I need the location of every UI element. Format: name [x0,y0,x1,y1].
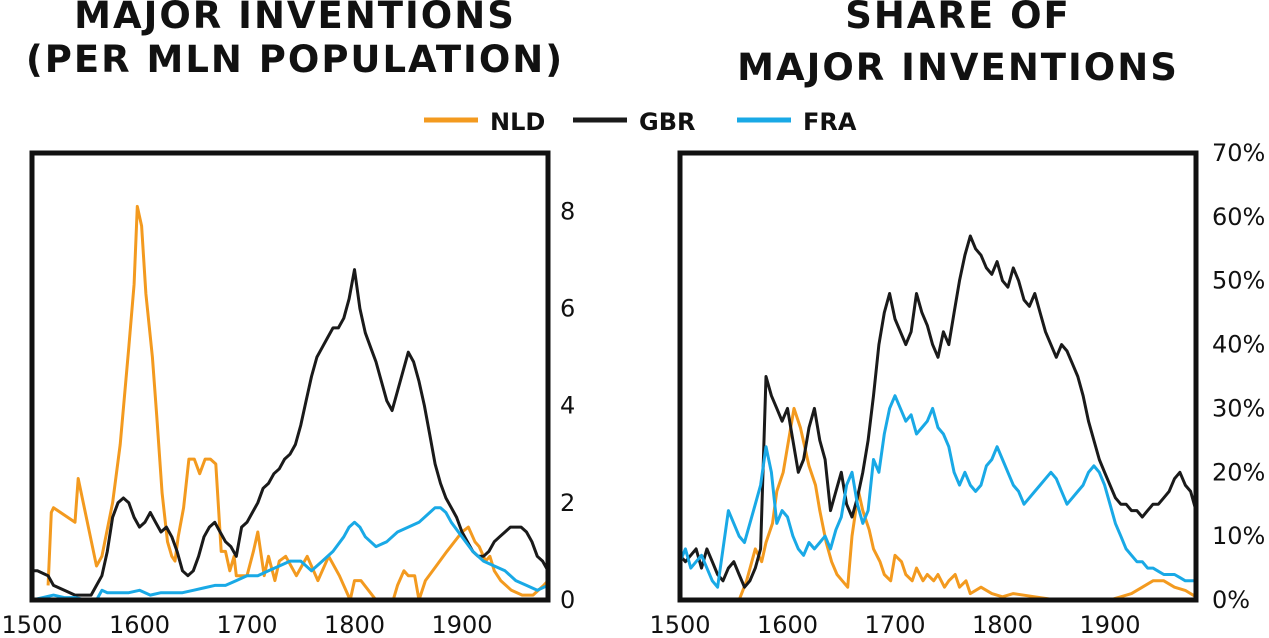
right-x-tick-label: 1500 [649,611,710,638]
right-x-tick-label: 1800 [972,611,1033,638]
legend-label-nld: NLD [490,108,545,136]
right-series-line-nld [737,406,1196,600]
left-series-line-nld [46,204,548,600]
left-chart: 1500 1600 1700 1800 1900 0 2 4 6 8 [1,150,575,638]
right-x-tick-label: 1900 [1079,611,1140,638]
left-y-tick-label: 0 [560,586,575,614]
right-chart-title-line-1: SHARE OF [845,0,1071,37]
right-series-line-gbr [680,234,1196,589]
right-plot-frame [677,150,1199,603]
right-y-tick-label: 70% [1212,139,1265,167]
right-y-tick-label: 20% [1212,458,1265,486]
left-y-tick-label: 2 [560,489,575,517]
left-x-tick-label: 1700 [216,611,277,638]
left-chart-title-line-2: (PER MLN POPULATION) [26,38,564,81]
right-chart: 1500 1600 1700 1800 1900 0% 10% 20% 30% 40% 50% 60%… [649,139,1265,638]
left-x-tick-label: 1800 [324,611,385,638]
left-y-tick-label: 8 [560,197,575,225]
right-y-tick-label: 60% [1212,203,1265,231]
left-plot-frame [29,150,551,603]
left-series-line-gbr [32,268,548,597]
right-y-tick-label: 30% [1212,394,1265,422]
right-y-tick-label: 10% [1212,522,1265,550]
right-series-line-fra [680,394,1196,589]
legend: NLD GBR FRA [424,108,857,136]
left-chart-title-line-1: MAJOR INVENTIONS [74,0,516,37]
right-chart-title-line-2: MAJOR INVENTIONS [737,46,1179,89]
legend-label-gbr: GBR [639,108,695,136]
right-x-tick-label: 1700 [864,611,925,638]
legend-label-fra: FRA [803,108,857,136]
right-y-tick-label: 50% [1212,267,1265,295]
left-x-tick-label: 1600 [109,611,170,638]
right-y-tick-label: 0% [1212,586,1250,614]
left-series-line-fra [32,506,548,600]
left-x-tick-label: 1500 [1,611,62,638]
right-y-tick-label: 40% [1212,331,1265,359]
left-y-tick-label: 6 [560,294,575,322]
right-x-tick-label: 1600 [757,611,818,638]
left-y-tick-label: 4 [560,392,575,420]
left-x-tick-label: 1900 [431,611,492,638]
